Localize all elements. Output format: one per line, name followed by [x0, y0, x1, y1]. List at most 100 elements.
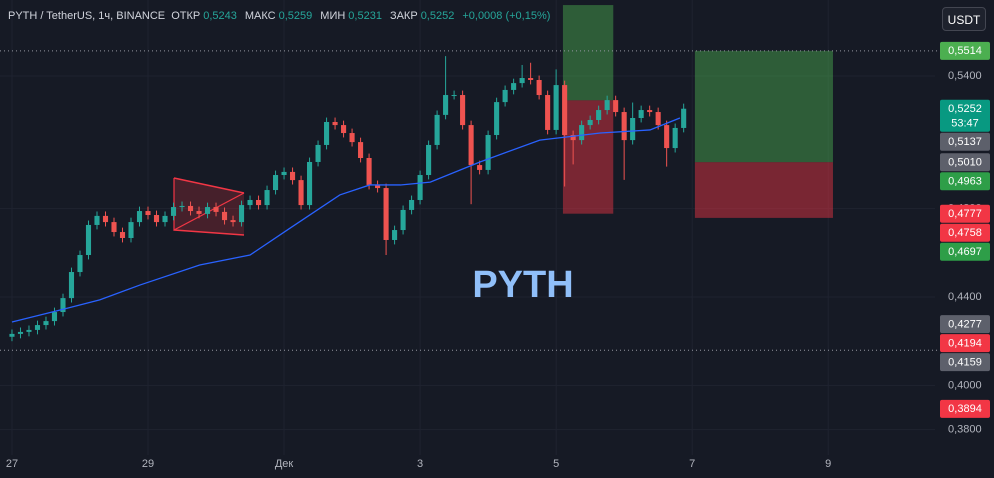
candle-body: [332, 121, 338, 126]
price-badge-label: 0,5137: [948, 136, 982, 148]
candle-body: [145, 211, 151, 216]
candle-body: [417, 175, 423, 200]
candle-body: [17, 331, 24, 334]
ohlc-value: 0,5243: [203, 10, 237, 22]
candle-body: [221, 211, 228, 221]
price-change: +0,0008 (+0,15%): [462, 10, 551, 22]
candle-body: [409, 199, 415, 210]
candle-body: [170, 207, 177, 216]
ohlc-value: 0,5252: [420, 10, 455, 22]
candle-body: [196, 211, 202, 214]
position-stop: [562, 100, 614, 214]
price-badge: [940, 99, 990, 132]
candle-body: [77, 255, 83, 273]
candle-body: [494, 102, 500, 136]
candle-body: [94, 215, 100, 225]
candle-body: [247, 199, 253, 206]
candle-body: [613, 100, 619, 113]
candle-body: [162, 215, 168, 223]
y-tick-label: 0,4000: [948, 379, 982, 391]
position-stop: [694, 162, 833, 218]
candle-body: [85, 224, 92, 256]
candle-body: [324, 121, 330, 145]
candle-body: [596, 110, 602, 120]
candle-body: [272, 175, 279, 191]
candle-body: [298, 180, 304, 206]
candle-body: [315, 144, 321, 162]
candle-body: [290, 171, 296, 181]
y-tick-label: 0,3800: [948, 423, 982, 435]
candle-body: [264, 190, 270, 206]
pattern-line: [173, 229, 245, 236]
candle-body: [51, 312, 58, 322]
candle-body: [468, 125, 474, 166]
candle-body: [477, 165, 483, 170]
price-badge: [940, 399, 990, 418]
candle-body: [545, 95, 551, 130]
x-tick-label: Дек: [275, 458, 294, 470]
candle-body: [307, 161, 313, 206]
price-badge-label: 0,4194: [948, 338, 982, 350]
x-tick-label: 27: [6, 458, 18, 470]
candle-body: [341, 125, 347, 134]
candle-body: [579, 125, 585, 141]
price-badge: [940, 41, 990, 60]
candle-body: [238, 205, 245, 223]
candle-body: [102, 215, 109, 223]
price-badge-label: 0,4277: [948, 319, 982, 331]
candle-body: [536, 79, 542, 96]
price-badge: [940, 153, 990, 172]
ohlc-value: 0,5231: [348, 10, 382, 22]
candle-body: [179, 205, 185, 208]
price-badge-label: 0,5514: [948, 45, 982, 57]
price-badge-label: 0,4159: [948, 357, 982, 369]
candle-body: [383, 188, 389, 240]
position-target: [562, 5, 614, 101]
x-tick-label: 5: [553, 458, 559, 470]
y-tick-label: 0,4400: [948, 291, 982, 303]
candle-body: [349, 133, 355, 143]
price-badge: [940, 132, 990, 151]
candle-body: [647, 110, 653, 113]
moving-average: [11, 117, 681, 323]
price-badge: [940, 334, 990, 353]
price-badge-label: 0,4963: [948, 176, 982, 188]
candle-body: [26, 329, 32, 332]
ohlc-label: ЗАКР: [389, 10, 418, 22]
candle-body: [43, 321, 49, 326]
candle-body: [451, 95, 457, 97]
price-badge-label: 0,3894: [948, 403, 982, 415]
pattern-line: [173, 177, 245, 194]
price-badge-label: 0,4697: [948, 246, 982, 258]
price-badge-label: 0,5252: [948, 103, 982, 115]
ohlc-label: МАКС: [244, 10, 276, 22]
ohlc-value: 0,5259: [278, 10, 313, 22]
candle-body: [358, 142, 364, 159]
candle-body: [366, 158, 372, 185]
price-badge: [940, 172, 990, 191]
candle-body: [400, 209, 406, 231]
candle-body: [511, 83, 517, 90]
candle-body: [230, 220, 236, 223]
price-badge: [940, 204, 990, 223]
candle-body: [426, 144, 432, 176]
candle-body: [604, 100, 610, 111]
symbol-title: PYTH / TetherUS, 1ч, BINANCE: [8, 10, 166, 22]
candle-body: [136, 211, 143, 223]
ohlc-label: МИН: [320, 10, 346, 22]
price-badge: [940, 242, 990, 261]
watermark: PYTH: [472, 264, 573, 306]
candle-body: [111, 222, 117, 233]
price-badge: [940, 315, 990, 334]
candle-body: [460, 95, 466, 126]
candle-body: [562, 85, 568, 136]
currency-button[interactable]: USDT: [942, 7, 986, 31]
candle-body: [281, 171, 287, 176]
candle-body: [638, 110, 644, 119]
candle-body: [153, 215, 160, 223]
candle-body: [621, 112, 627, 141]
x-tick-label: 29: [142, 458, 154, 470]
symbol-header: PYTH / TetherUS, 1ч, BINANCE ОТКР 0,5243 М…: [8, 10, 558, 22]
candle-body: [60, 298, 66, 313]
